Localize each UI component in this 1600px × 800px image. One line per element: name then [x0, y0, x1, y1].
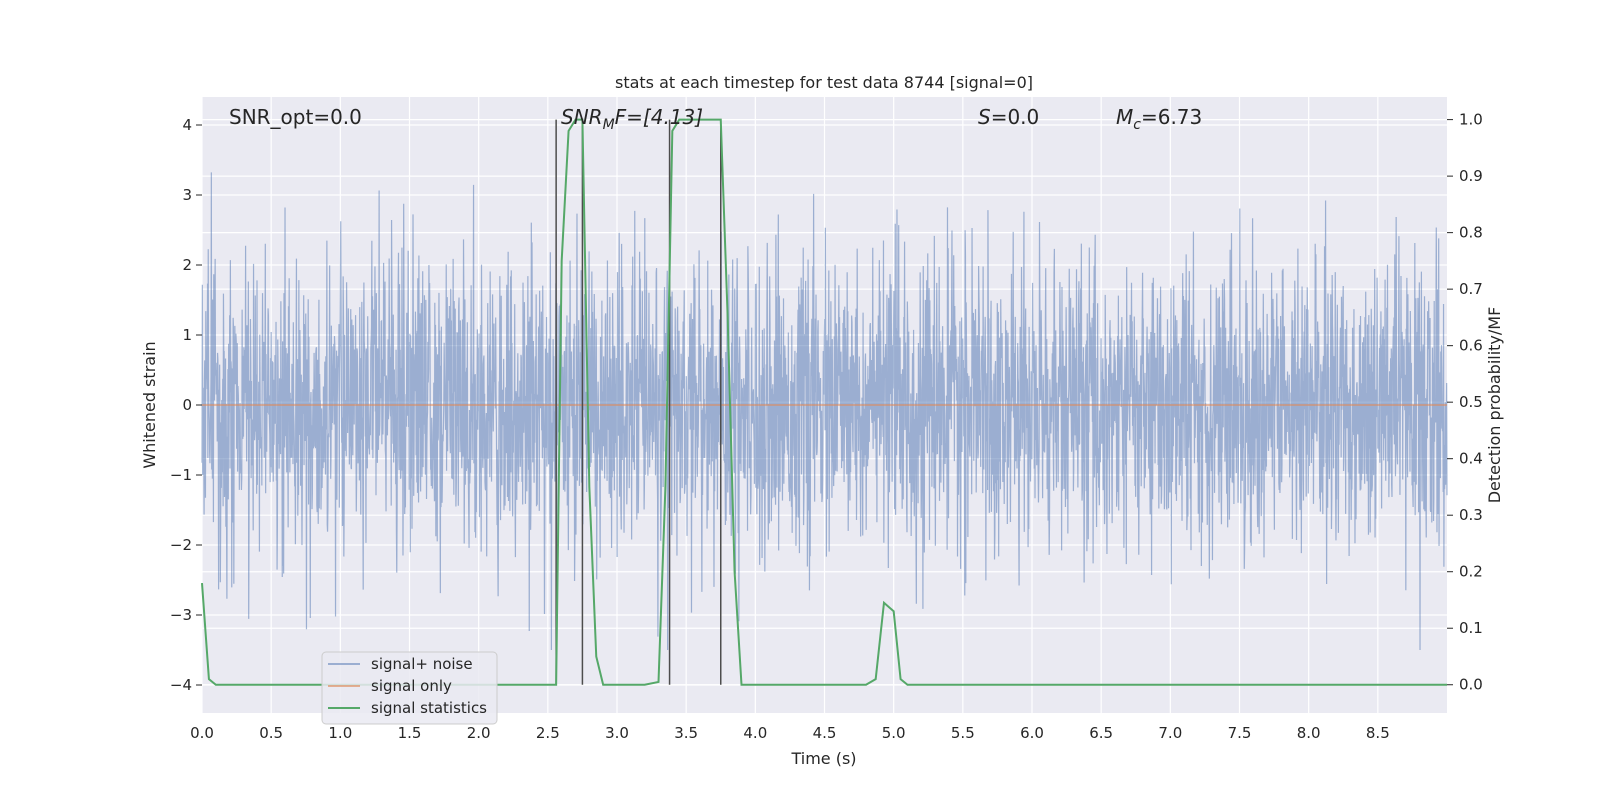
y-tick-label: −3: [170, 606, 192, 624]
y-tick-label: −2: [170, 536, 192, 554]
x-tick-label: 7.0: [1158, 724, 1182, 742]
noise-series: [201, 172, 1448, 651]
y2-tick-label: 0.0: [1459, 676, 1483, 694]
x-tick-label: 0.5: [259, 724, 283, 742]
annotation-s: S=0.0: [978, 105, 1039, 129]
x-tick-label: 3.5: [674, 724, 698, 742]
x-tick-label: 5.0: [882, 724, 906, 742]
chart-title: stats at each timestep for test data 874…: [615, 73, 1033, 92]
legend: signal+ noise signal only signal statist…: [321, 651, 498, 725]
x-tick-label: 2.5: [536, 724, 560, 742]
legend-label-signal-statistics: signal statistics: [371, 699, 487, 717]
y2-tick-label: 1.0: [1459, 111, 1483, 129]
y-tick-label: 2: [182, 256, 192, 274]
y2-tick-label: 0.6: [1459, 337, 1483, 355]
signal-statistics-series: [201, 118, 1447, 686]
y2-tick-label: 0.5: [1459, 393, 1483, 411]
y2-tick-label: 0.7: [1459, 280, 1483, 298]
x-tick-label: 3.0: [605, 724, 629, 742]
annotation-snr-mf-base: SNR: [561, 105, 603, 129]
y2-tick-label: 0.9: [1459, 167, 1483, 185]
x-tick-label: 0.0: [190, 724, 214, 742]
x-tick-label: 5.5: [951, 724, 975, 742]
annotation-s-rest: =0.0: [991, 105, 1040, 129]
y2-tick-label: 0.2: [1459, 563, 1483, 581]
annotation-snr-mf-rest: F=[4.13]: [615, 105, 703, 129]
y-tick-label: −1: [170, 466, 192, 484]
y-tick-label: 0: [182, 396, 192, 414]
y2-tick-label: 0.8: [1459, 224, 1483, 242]
x-tick-label: 4.0: [743, 724, 767, 742]
y2-tick-label: 0.3: [1459, 506, 1483, 524]
x-tick-label: 6.0: [1020, 724, 1044, 742]
x-tick-label: 1.5: [398, 724, 422, 742]
x-tick-label: 4.5: [813, 724, 837, 742]
x-tick-label: 6.5: [1089, 724, 1113, 742]
annotation-snr-mf: SNRMF=[4.13]: [561, 105, 703, 133]
y-tick-label: 1: [182, 326, 192, 344]
x-tick-label: 8.5: [1366, 724, 1390, 742]
legend-label-signal-noise: signal+ noise: [371, 655, 473, 673]
annotation-snr-mf-sub: M: [603, 117, 615, 133]
ticks: 0.0 0.5 1.0 1.5 2.0 2.5 3.0 3.5 4.0 4.5 5.0 5.5 6.0 6…: [170, 111, 1483, 742]
legend-label-signal-only: signal only: [371, 677, 452, 695]
x-tick-label: 2.0: [467, 724, 491, 742]
annotation-s-base: S: [978, 105, 991, 129]
y-tick-label: −4: [170, 676, 192, 694]
y2-tick-label: 0.4: [1459, 450, 1483, 468]
y2-axis-label: Detection probability/MF: [1485, 307, 1504, 504]
signal-noise-line: [201, 172, 1448, 651]
y-axis-label: Whitened strain: [140, 341, 159, 468]
x-tick-label: 1.0: [328, 724, 352, 742]
y-tick-label: 3: [182, 186, 192, 204]
y2-tick-label: 0.1: [1459, 619, 1483, 637]
x-tick-label: 8.0: [1297, 724, 1321, 742]
annotation-mc: Mc=6.73: [1116, 105, 1202, 133]
y-tick-label: 4: [182, 116, 192, 134]
annotation-mc-sub: c: [1133, 117, 1141, 133]
x-tick-label: 7.5: [1228, 724, 1252, 742]
annotation-mc-rest: =6.73: [1141, 105, 1202, 129]
vertical-markers: [555, 119, 722, 685]
annotation-snr-opt: SNR_opt=0.0: [229, 105, 362, 129]
signal-statistics-line: [201, 118, 1447, 686]
x-axis-label: Time (s): [790, 749, 856, 768]
annotation-mc-base: M: [1116, 105, 1133, 129]
legend-box: [321, 651, 498, 725]
